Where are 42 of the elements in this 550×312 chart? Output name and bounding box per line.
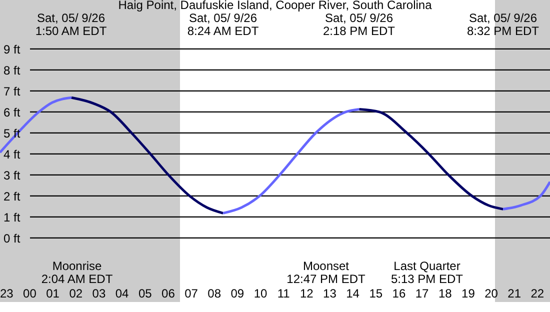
y-tick-label: 7 ft [4, 84, 21, 98]
x-tick-label: 15 [369, 286, 383, 300]
x-tick-label: 02 [69, 286, 83, 300]
x-tick-label: 22 [530, 286, 544, 300]
x-tick-label: 12 [300, 286, 314, 300]
annotation: Moonrise 2:04 AM EDT [41, 259, 114, 286]
x-tick-label: 20 [484, 286, 498, 300]
x-tick-label: 17 [415, 286, 430, 300]
x-tick-label: 09 [230, 286, 244, 300]
chart-title: Haig Point, Daufuskie Island, Cooper River, South Carolina [118, 0, 432, 12]
x-tick-label: 10 [254, 286, 268, 300]
annotation: Sat, 05/ 9/26 1:50 AM EDT [35, 11, 108, 38]
x-tick-label: 03 [92, 286, 106, 300]
y-tick-label: 9 ft [4, 42, 21, 56]
y-tick-label: 1 ft [4, 210, 21, 224]
x-tick-label: 14 [346, 286, 360, 300]
x-tick-label: 01 [46, 286, 60, 300]
x-tick-label: 13 [323, 286, 337, 300]
x-tick-label: 21 [508, 286, 522, 300]
x-tick-label: 18 [438, 286, 452, 300]
x-tick-label: 11 [277, 286, 290, 300]
annotation: Last Quarter 5:13 PM EDT [390, 259, 464, 286]
annotation: Sat, 05/ 9/26 8:24 AM EDT [187, 11, 260, 38]
y-tick-label: 5 ft [4, 126, 21, 140]
x-tick-label: 08 [208, 286, 222, 300]
x-tick-label: 06 [162, 286, 176, 300]
annotation: Moonset 12:47 PM EDT [286, 259, 366, 286]
y-tick-label: 6 ft [4, 105, 21, 120]
annotation: Sat, 05/ 9/26 2:18 PM EDT [322, 11, 396, 38]
x-tick-label: 04 [115, 286, 130, 300]
annotation: Sat, 05/ 9/26 8:32 PM EDT [466, 11, 540, 38]
y-tick-label: 2 ft [4, 189, 21, 204]
y-tick-label: 3 ft [4, 168, 21, 182]
x-tick-label: 00 [23, 286, 37, 300]
x-tick-label: 05 [138, 286, 152, 300]
y-tick-label: 4 ft [4, 147, 21, 162]
x-tick-label: 07 [184, 286, 198, 300]
y-tick-label: 8 ft [4, 63, 21, 78]
y-tick-label: 0 ft [4, 231, 21, 246]
x-tick-label: 16 [392, 286, 406, 300]
x-tick-label: 19 [462, 286, 476, 300]
x-tick-label: 23 [0, 286, 14, 300]
